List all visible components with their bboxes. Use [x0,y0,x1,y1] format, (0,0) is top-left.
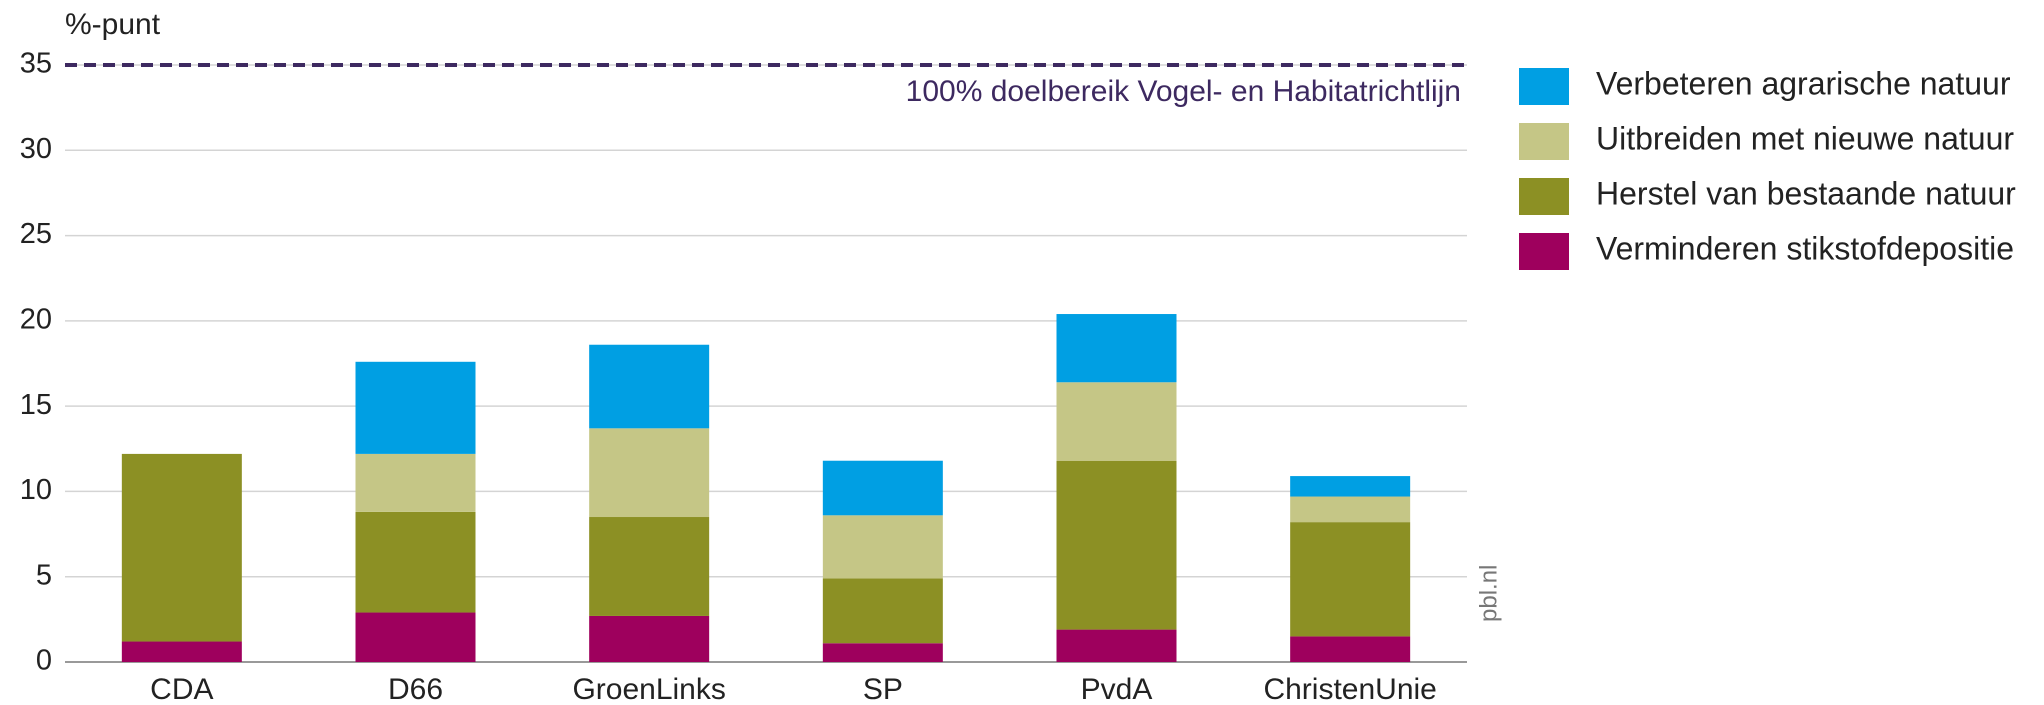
y-tick-label: 15 [20,389,52,421]
bar-segment [355,453,476,512]
bar-segment [1056,314,1177,383]
bar-segment [822,460,943,516]
y-tick-label: 0 [36,645,52,677]
bar-segment [589,615,710,662]
reference-label: 100% doelbereik Vogel- en Habitatrichtli… [906,75,1461,108]
bar-segment [355,612,476,662]
bar-segment [1290,496,1411,523]
source: pbl.nl [1475,565,1502,622]
bar-segment [589,344,710,429]
bar-segment [121,453,242,642]
x-tick-label: PvdA [1081,673,1153,705]
y-tick-label: 20 [20,304,52,336]
bar-segment [589,517,710,616]
bar-segment [1290,476,1411,497]
y-tick-label: 25 [20,218,52,250]
y-tick-label: 5 [36,559,52,591]
legend-label: Verminderen stikstofdepositie [1596,230,2014,266]
bar-segment [355,361,476,454]
y-tick-label: 30 [20,133,52,165]
bar-segment [1290,636,1411,662]
bar-segment [1056,460,1177,630]
bar-segment [355,511,476,613]
bar-segment [121,641,242,662]
bar-segment [822,643,943,662]
bar-segment [589,428,710,518]
y-axis-label: %-punt [65,8,161,41]
legend-swatch [1519,123,1569,160]
x-tick-label: D66 [388,673,443,705]
x-tick-label: GroenLinks [572,673,725,705]
bar-segment [1290,522,1411,637]
bar-segment [822,578,943,644]
x-tick-label: ChristenUnie [1263,673,1436,705]
legend-label: Verbeteren agrarische natuur [1596,65,2011,101]
x-tick-label: CDA [150,673,213,705]
y-tick-label: 10 [20,474,52,506]
y-tick-label: 35 [20,48,52,80]
x-tick-label: SP [863,673,903,705]
legend-label: Herstel van bestaande natuur [1596,175,2016,211]
legend-swatch [1519,233,1569,270]
legend-label: Uitbreiden met nieuwe natuur [1596,120,2014,156]
bar-segment [1056,382,1177,461]
bar-segment [1056,629,1177,662]
bar-segment [822,515,943,579]
legend-swatch [1519,68,1569,105]
legend-swatch [1519,178,1569,215]
